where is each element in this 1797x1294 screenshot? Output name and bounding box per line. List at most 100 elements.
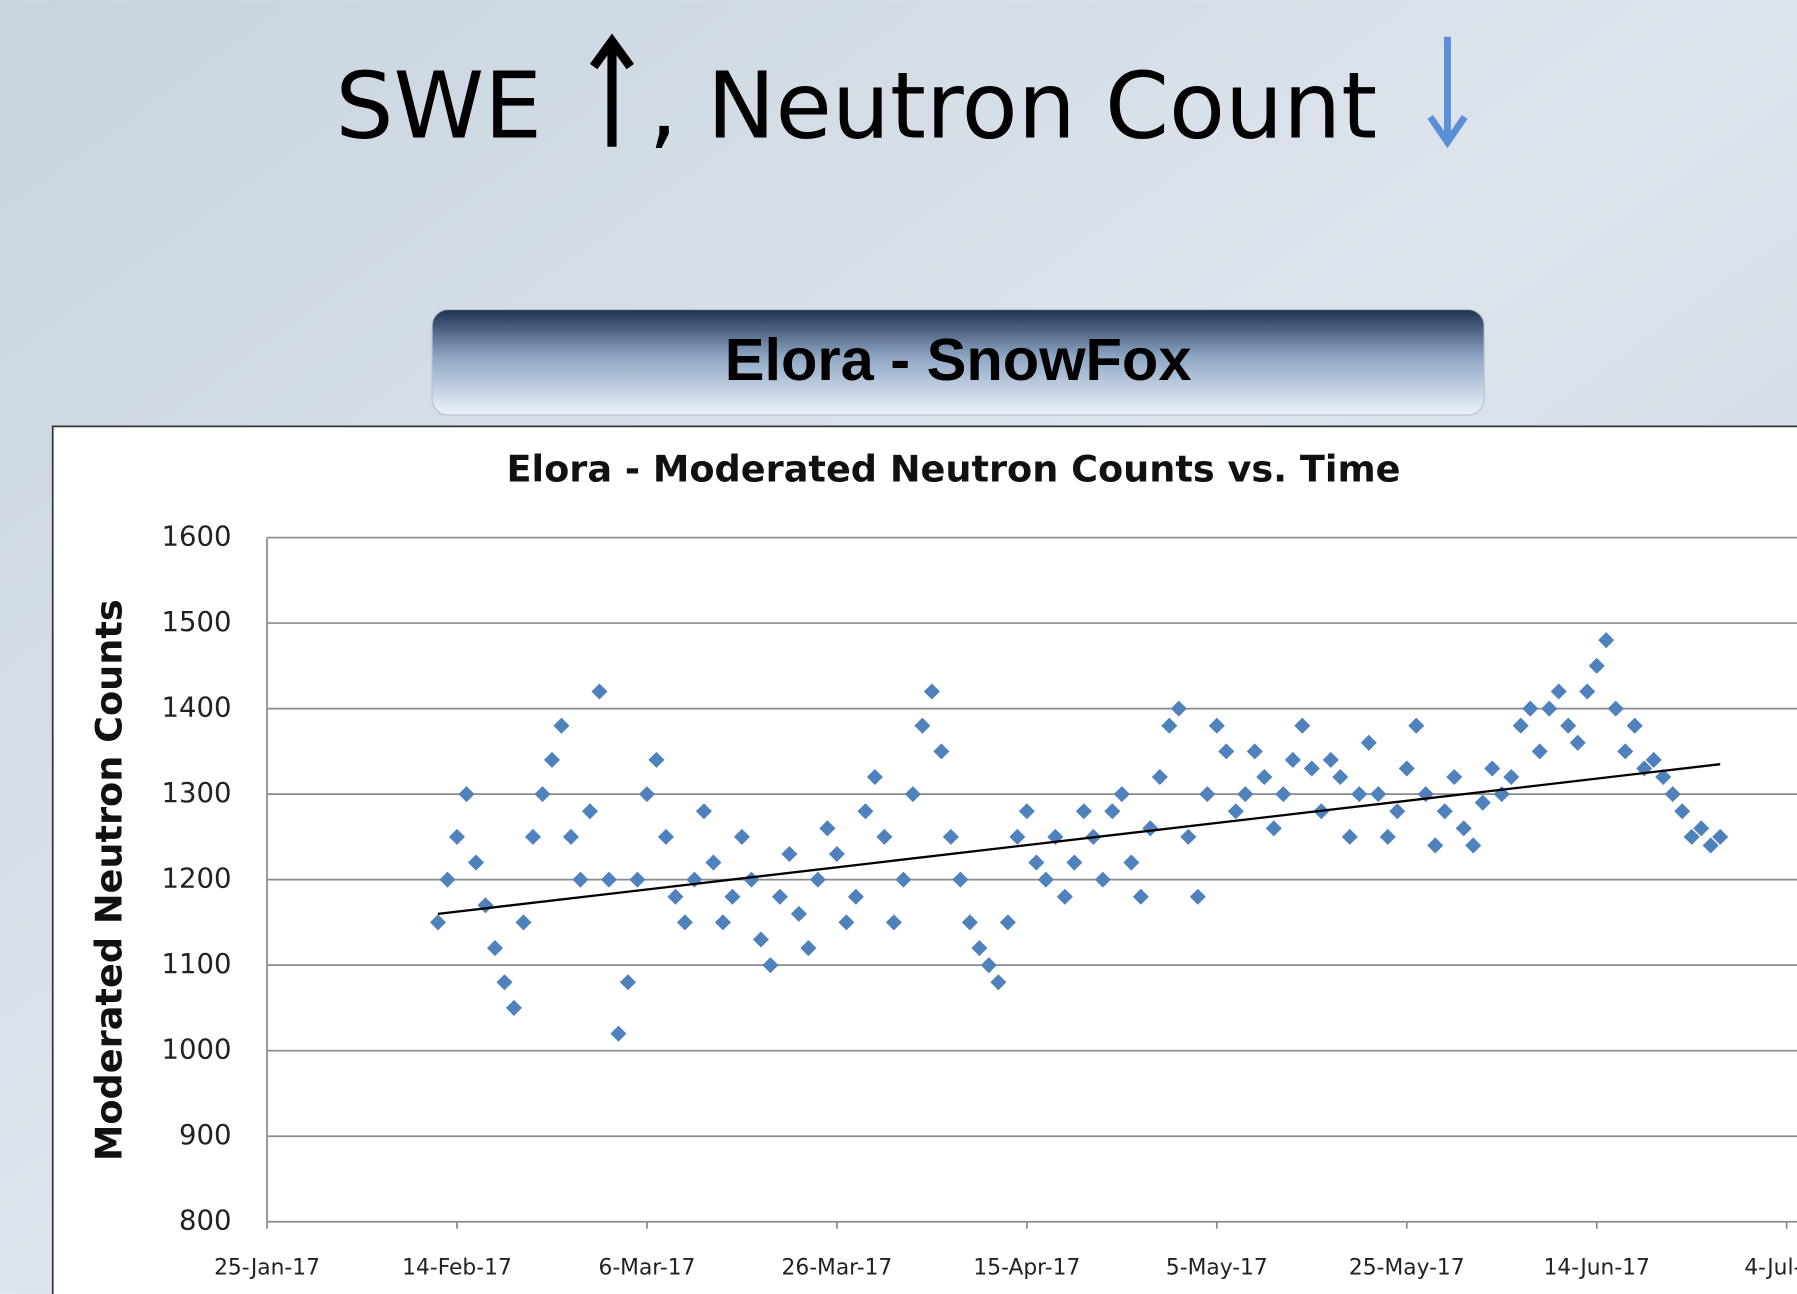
data-point bbox=[1094, 871, 1111, 888]
data-point bbox=[1037, 871, 1054, 888]
data-point bbox=[790, 905, 807, 922]
data-point bbox=[942, 828, 959, 845]
x-tick-label: 5-May-17 bbox=[1166, 1256, 1268, 1281]
data-point bbox=[1370, 786, 1387, 803]
y-tick-label: 1400 bbox=[162, 692, 232, 724]
x-tick-label: 25-May-17 bbox=[1349, 1256, 1465, 1281]
data-point bbox=[1132, 888, 1149, 905]
data-point bbox=[1142, 820, 1159, 837]
data-point bbox=[1379, 828, 1396, 845]
data-point bbox=[724, 888, 741, 905]
data-point bbox=[1617, 743, 1634, 760]
data-point bbox=[1427, 837, 1444, 854]
x-tick-label: 15-Apr-17 bbox=[973, 1256, 1080, 1281]
data-point bbox=[439, 871, 456, 888]
data-point bbox=[1256, 768, 1273, 786]
data-point bbox=[581, 803, 598, 820]
data-point bbox=[980, 957, 997, 974]
data-point bbox=[857, 803, 874, 820]
chart-title: Elora - Moderated Neutron Counts vs. Tim… bbox=[507, 448, 1401, 491]
data-point bbox=[1275, 786, 1292, 803]
x-tick-label: 6-Mar-17 bbox=[598, 1256, 695, 1281]
data-point bbox=[1408, 717, 1425, 734]
data-point bbox=[515, 914, 532, 931]
data-point bbox=[448, 828, 466, 845]
y-tick-label: 1600 bbox=[162, 521, 232, 553]
data-point bbox=[1265, 820, 1282, 837]
y-tick-label: 1000 bbox=[162, 1034, 232, 1066]
data-point bbox=[1180, 828, 1197, 845]
x-tick-label: 4-Jul-17 bbox=[1744, 1256, 1797, 1281]
data-point bbox=[714, 914, 731, 931]
data-point bbox=[524, 828, 541, 845]
data-point bbox=[648, 751, 665, 768]
data-point bbox=[923, 683, 940, 700]
data-point bbox=[866, 768, 883, 786]
x-tick-label: 26-Mar-17 bbox=[782, 1256, 893, 1281]
data-point bbox=[961, 914, 978, 931]
data-point bbox=[1579, 683, 1596, 700]
data-point bbox=[1018, 803, 1035, 820]
data-point bbox=[1465, 837, 1482, 854]
data-point bbox=[971, 940, 988, 957]
data-point bbox=[1664, 786, 1681, 803]
data-point bbox=[752, 931, 769, 948]
data-point bbox=[771, 888, 788, 905]
y-tick-label: 800 bbox=[179, 1205, 232, 1237]
data-point bbox=[895, 871, 912, 888]
x-tick-label: 14-Jun-17 bbox=[1544, 1256, 1650, 1281]
data-point bbox=[762, 957, 779, 974]
data-point bbox=[885, 914, 902, 931]
data-point bbox=[667, 888, 684, 905]
chart-frame bbox=[51, 425, 1797, 1294]
data-point bbox=[638, 786, 655, 803]
data-point bbox=[743, 871, 760, 888]
data-point bbox=[1170, 700, 1187, 717]
data-point bbox=[1683, 828, 1700, 845]
data-point bbox=[1522, 700, 1539, 717]
data-point bbox=[553, 717, 570, 734]
y-axis-label: Moderated Neutron Counts bbox=[88, 599, 131, 1161]
data-point bbox=[676, 914, 693, 931]
data-point bbox=[1322, 751, 1339, 768]
data-point bbox=[1455, 820, 1472, 837]
data-point bbox=[809, 871, 826, 888]
data-point bbox=[562, 828, 579, 845]
data-point bbox=[1009, 828, 1026, 845]
data-point bbox=[1531, 743, 1548, 760]
data-point bbox=[1056, 888, 1073, 905]
data-point bbox=[1332, 768, 1349, 786]
data-point bbox=[543, 751, 560, 768]
data-point bbox=[1208, 717, 1225, 734]
data-point bbox=[800, 940, 817, 957]
data-point bbox=[1360, 734, 1377, 751]
down-arrow bbox=[1427, 36, 1468, 149]
data-point bbox=[933, 743, 950, 760]
data-point bbox=[876, 828, 893, 845]
y-tick-label: 1300 bbox=[162, 777, 232, 809]
x-tick-label: 14-Feb-17 bbox=[402, 1256, 512, 1281]
up-arrow bbox=[589, 33, 635, 147]
data-point bbox=[819, 820, 836, 837]
data-point bbox=[1474, 794, 1491, 811]
data-point bbox=[705, 854, 722, 871]
trend-line bbox=[437, 763, 1721, 915]
data-point bbox=[458, 786, 475, 803]
data-point bbox=[1351, 786, 1368, 803]
y-tick-label: 1500 bbox=[162, 606, 232, 638]
data-point bbox=[1484, 760, 1501, 777]
data-point bbox=[467, 854, 485, 871]
data-point bbox=[733, 828, 750, 845]
y-tick-label: 1100 bbox=[162, 948, 232, 980]
data-point bbox=[629, 871, 646, 888]
y-tick-label: 900 bbox=[179, 1119, 232, 1151]
data-point bbox=[429, 914, 447, 931]
data-point bbox=[999, 914, 1016, 931]
data-point bbox=[1341, 828, 1358, 845]
data-point bbox=[1218, 743, 1235, 760]
data-point bbox=[505, 999, 522, 1016]
banner bbox=[431, 308, 1485, 416]
data-point bbox=[600, 871, 617, 888]
data-point bbox=[496, 974, 513, 991]
